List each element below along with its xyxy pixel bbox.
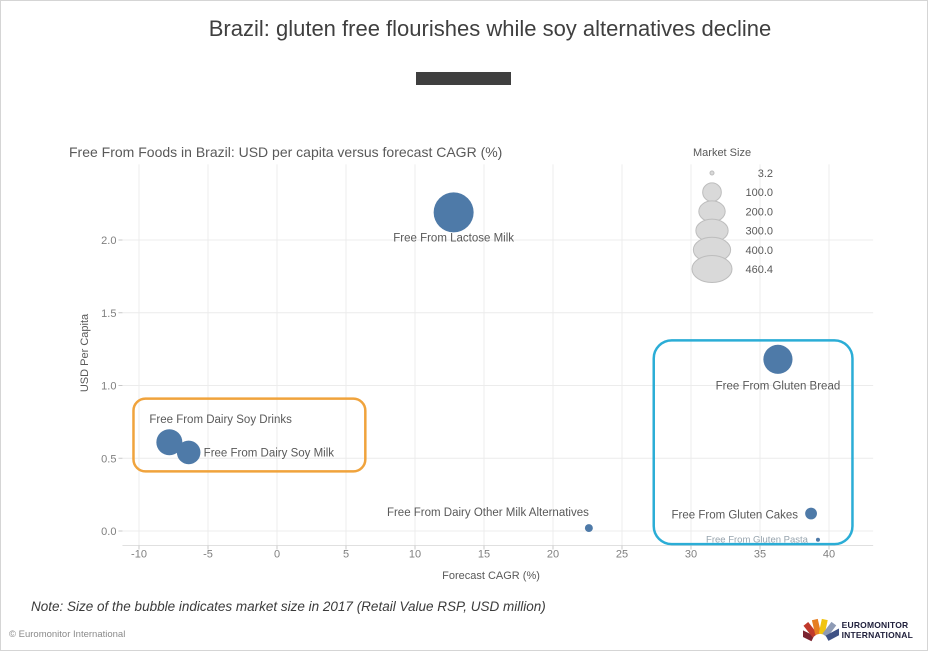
chart-title: Free From Foods in Brazil: USD per capit… [69,144,503,160]
legend-bubble [709,170,715,176]
x-tick-label: 40 [823,549,835,561]
bubble-label: Free From Dairy Soy Milk [204,447,335,459]
y-tick-label: 1.5 [101,308,116,320]
x-tick-label: 35 [754,549,766,561]
bubble-free-from-dairy-soy-milk[interactable] [176,440,201,465]
x-tick-label: 20 [547,549,559,561]
bubble-free-from-gluten-bread[interactable] [763,344,793,374]
legend-size-label: 300.0 [745,226,773,238]
x-tick-label: 10 [409,549,421,561]
x-axis-label: Forecast CAGR (%) [442,570,540,582]
legend-size-label: 3.2 [758,168,773,180]
bubble-free-from-gluten-pasta[interactable] [815,537,820,542]
y-tick-label: 0.5 [101,453,116,465]
bubble-free-from-dairy-soy-drinks[interactable] [156,429,183,456]
y-tick-label: 2.0 [101,235,116,247]
bubble-label: Free From Dairy Other Milk Alternatives [387,507,589,519]
y-tick-label: 1.0 [101,381,116,393]
bubble-label: Free From Lactose Milk [393,232,514,244]
logo-stripe [803,622,818,638]
logo-stripe [811,618,821,635]
legend-size-label: 400.0 [745,245,773,257]
x-tick-label: -5 [203,549,213,561]
logo-stripe [818,618,828,635]
x-tick-label: 5 [343,549,349,561]
euromonitor-logo-icon [802,618,839,642]
slide-title: Brazil: gluten free flourishes while soy… [208,16,772,41]
y-tick-label: 0.0 [101,526,116,538]
bubble-label: Free From Gluten Bread [716,380,841,392]
logo-line-2: INTERNATIONAL [841,629,913,640]
legend-bubble [702,182,722,203]
x-tick-label: 25 [616,549,628,561]
bubble-label: Free From Gluten Cakes [672,510,799,522]
logo-stripe [802,629,814,642]
bubble-label: Free From Dairy Soy Drinks [149,414,292,426]
footnote: Note: Size of the bubble indicates marke… [31,599,546,614]
legend-size-label: 460.4 [745,264,773,276]
x-tick-label: 15 [478,549,490,561]
x-tick-label: 0 [274,549,280,561]
logo-stripe [825,628,839,641]
euromonitor-logo: EUROMONITOR INTERNATIONAL [802,617,913,644]
bubble-free-from-dairy-other-milk-alternatives[interactable] [584,524,593,533]
title-underline-bar [416,72,511,85]
legend-title: Market Size [693,147,751,159]
logo-stripe [822,621,836,638]
x-tick-label: 30 [685,549,697,561]
bubble-label: Free From Gluten Pasta [706,535,809,546]
gluten-growth-box [652,339,854,546]
copyright-text: © Euromonitor International [9,629,126,640]
bubble-free-from-gluten-cakes[interactable] [805,507,817,520]
legend-size-label: 200.0 [745,206,773,218]
x-tick-label: -10 [131,549,147,561]
bubble-free-from-lactose-milk[interactable] [433,192,474,233]
euromonitor-logo-text: EUROMONITOR INTERNATIONAL [841,619,913,641]
legend-bubble [691,255,733,283]
soy-decline-box [132,397,367,473]
logo-line-1: EUROMONITOR [841,619,909,630]
legend-size-label: 100.0 [745,187,773,199]
